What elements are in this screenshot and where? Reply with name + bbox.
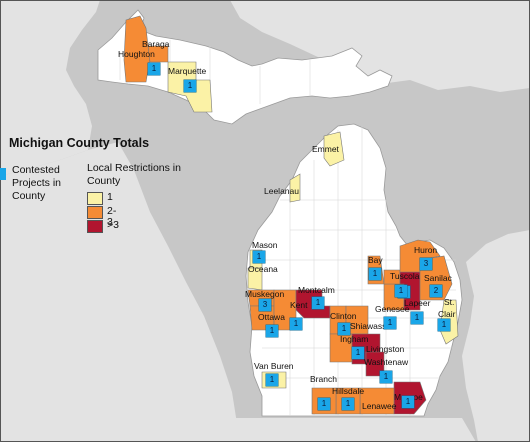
county-label-genesee: Genesee — [375, 304, 410, 314]
marker-st-clair[interactable]: 1 — [438, 319, 450, 331]
legend-local-label: Local Restrictions in County — [87, 162, 181, 187]
legend-contested-marker-icon — [0, 168, 6, 180]
county-label-bay: Bay — [368, 255, 383, 265]
county-label-montcalm: Montcalm — [298, 285, 335, 295]
marker-muskegon[interactable]: 3 — [259, 299, 271, 311]
county-label-washtenaw: Washtenaw — [364, 357, 409, 367]
legend-item-label: 1 — [107, 191, 113, 203]
legend-item-label: >3 — [107, 219, 119, 231]
county-label-muskegon: Muskegon — [245, 289, 285, 299]
county-label-clinton: Clinton — [330, 311, 357, 321]
marker-marquette[interactable]: 1 — [184, 80, 196, 92]
legend-item-label: 2-3 — [107, 205, 117, 228]
legend-swatch — [87, 220, 103, 233]
marker-branch[interactable]: 1 — [318, 398, 330, 410]
county-label-st: St. — [444, 297, 455, 307]
marker-ottawa[interactable]: 1 — [266, 325, 278, 337]
marker-shiawassee[interactable]: 1 — [384, 317, 396, 329]
county-label-marquette: Marquette — [168, 66, 207, 76]
marker-clinton[interactable]: 1 — [338, 323, 350, 335]
county-label-tuscola: Tuscola — [390, 271, 420, 281]
marker-ingham[interactable]: 1 — [352, 347, 364, 359]
county-label-sanilac: Sanilac — [424, 273, 452, 283]
marker-washtenaw[interactable]: 1 — [380, 371, 392, 383]
marker-genesee[interactable]: 1 — [411, 312, 423, 324]
legend-swatch — [87, 206, 103, 219]
county-label-emmet: Emmet — [312, 144, 339, 154]
ohio-indiana-land — [236, 418, 476, 442]
marker-van-buren[interactable]: 1 — [266, 374, 278, 386]
marker-lenawee[interactable]: 1 — [402, 396, 414, 408]
county-label-branch: Branch — [310, 374, 337, 384]
marker-kent[interactable]: 1 — [290, 318, 302, 330]
county-label-huron: Huron — [414, 245, 438, 255]
county-label-lenawee: Lenawee — [362, 401, 397, 411]
county-leelanau — [289, 173, 301, 203]
legend-swatch — [87, 192, 103, 205]
county-label-van-buren: Van Buren — [254, 361, 294, 371]
county-label-mason: Mason — [252, 240, 278, 250]
county-label-livingston: Livingston — [366, 344, 405, 354]
marker-bay[interactable]: 1 — [369, 268, 381, 280]
county-label-kent: Kent — [290, 300, 308, 310]
county-label-houghton: Houghton — [118, 49, 155, 59]
marker-houghton[interactable]: 1 — [148, 63, 160, 75]
county-label-hillsdale: Hillsdale — [332, 386, 365, 396]
county-label-lapeer: Lapeer — [404, 298, 431, 308]
legend-title: Michigan County Totals — [9, 136, 150, 150]
county-label-baraga: Baraga — [142, 39, 170, 49]
legend-contested-label: Contested Projects in County — [12, 164, 62, 202]
county-label-clair: Clair — [438, 309, 456, 319]
county-label-ottawa: Ottawa — [258, 312, 285, 322]
marker-sanilac[interactable]: 2 — [430, 285, 442, 297]
county-label-shiawassee: Shiawassee — [350, 321, 396, 331]
wisconsin-land — [0, 0, 100, 176]
marker-oceana[interactable]: 1 — [253, 251, 265, 263]
ontario-land-north — [230, 0, 530, 92]
marker-monroe[interactable]: 1 — [395, 285, 407, 297]
marker-huron[interactable]: 3 — [420, 258, 432, 270]
ontario-land-south — [462, 230, 530, 442]
wisconsin-illinois-land — [0, 142, 238, 442]
county-label-oceana: Oceana — [248, 264, 278, 274]
marker-hillsdale[interactable]: 1 — [342, 398, 354, 410]
county-label-ingham: Ingham — [340, 334, 369, 344]
marker-montcalm[interactable]: 1 — [312, 297, 324, 309]
county-emmet — [323, 131, 345, 167]
county-label-leelanau: Leelanau — [264, 186, 299, 196]
